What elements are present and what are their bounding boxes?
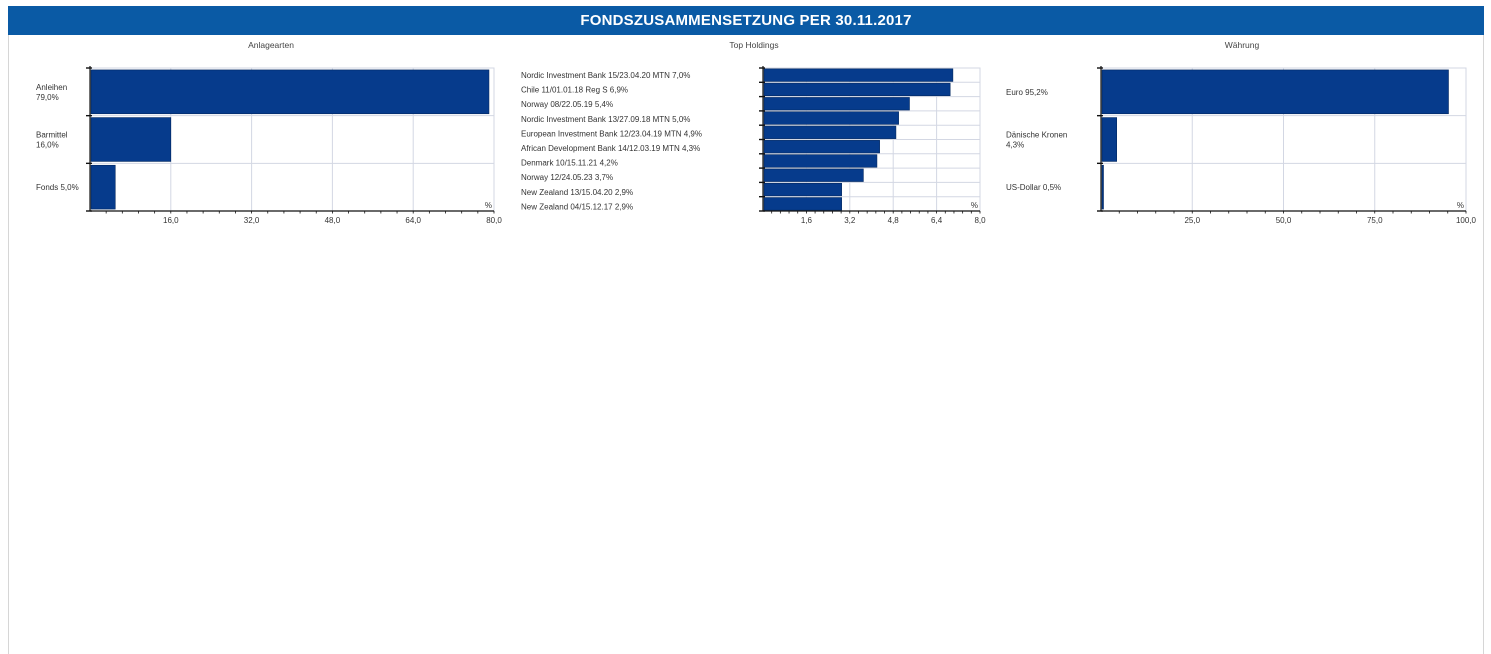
x-tick-label: 1,6 (801, 216, 813, 225)
chart-title: Top Holdings (729, 40, 778, 50)
category-label: Norway 12/24.05.23 3,7% (521, 173, 613, 182)
category-label: Nordic Investment Bank 13/27.09.18 MTN 5… (521, 115, 690, 124)
x-tick-label: 50,0 (1276, 216, 1292, 225)
category-label: US-Dollar 0,5% (1006, 183, 1061, 192)
chart-3: Währung 25,0 50,0 75,0 100,0% Euro 95,2% Dänis… (1006, 40, 1477, 225)
bar (1101, 164, 1104, 210)
page-title: FONDSZUSAMMENSETZUNG PER 30.11.2017 (8, 6, 1484, 35)
bar (90, 69, 490, 115)
x-tick-label: 48,0 (325, 216, 341, 225)
bar (763, 125, 897, 139)
category-label: New Zealand 13/15.04.20 2,9% (521, 188, 633, 197)
bar (763, 111, 899, 125)
category-label: Dänische Kronen (1006, 131, 1067, 140)
x-tick-label: 6,4 (931, 216, 943, 225)
bar (763, 68, 954, 82)
bar (90, 164, 116, 210)
category-label: Fonds 5,0% (36, 183, 79, 192)
axis-unit: % (971, 201, 978, 210)
chart-1: Anlagearten 16,0 32,0 48,0 64,0 80,0% Anleihen… (36, 40, 502, 225)
x-tick-label: 4,8 (888, 216, 900, 225)
x-tick-label: 80,0 (486, 216, 502, 225)
bar (763, 197, 842, 211)
chart-title: Anlagearten (248, 40, 294, 50)
chart-title: Währung (1225, 40, 1260, 50)
category-label: Anleihen (36, 83, 67, 92)
x-tick-label: 16,0 (163, 216, 179, 225)
bar (763, 140, 880, 154)
category-label: 79,0% (36, 93, 59, 102)
x-tick-label: 100,0 (1456, 216, 1477, 225)
category-label: African Development Bank 14/12.03.19 MTN… (521, 144, 700, 153)
category-label: 4,3% (1006, 141, 1024, 150)
category-label: Nordic Investment Bank 15/23.04.20 MTN 7… (521, 71, 690, 80)
x-tick-label: 8,0 (974, 216, 986, 225)
axis-unit: % (485, 201, 492, 210)
x-tick-label: 3,2 (844, 216, 856, 225)
x-tick-label: 25,0 (1184, 216, 1200, 225)
category-label: Barmittel (36, 131, 68, 140)
x-tick-label: 64,0 (405, 216, 421, 225)
category-label: Denmark 10/15.11.21 4,2% (521, 159, 618, 168)
bar (763, 97, 910, 111)
category-label: European Investment Bank 12/23.04.19 MTN… (521, 129, 702, 138)
category-label: Norway 08/22.05.19 5,4% (521, 100, 613, 109)
bar (90, 117, 172, 162)
bar (763, 82, 951, 97)
bar (763, 154, 878, 168)
category-label: Chile 11/01.01.18 Reg S 6,9% (521, 86, 628, 95)
x-tick-label: 75,0 (1367, 216, 1383, 225)
bar (1101, 69, 1449, 115)
axis-unit: % (1457, 201, 1464, 210)
bar (1101, 117, 1117, 162)
chart-2: Top Holdings 1,6 3,2 4,8 6,4 8,0% Nordic Inves… (521, 40, 986, 225)
category-label: 16,0% (36, 141, 59, 150)
category-label: Euro 95,2% (1006, 88, 1048, 97)
x-tick-label: 32,0 (244, 216, 260, 225)
bar (763, 182, 842, 197)
category-label: New Zealand 04/15.12.17 2,9% (521, 202, 633, 211)
bar (763, 168, 864, 182)
